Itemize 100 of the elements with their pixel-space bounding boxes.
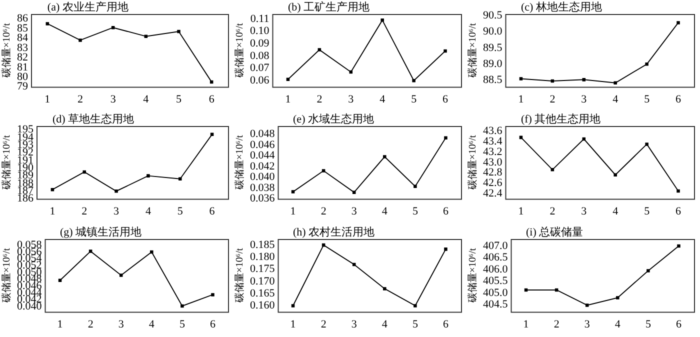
y-tick-label: 0.180 — [250, 250, 276, 263]
x-tick-label: 4 — [145, 206, 152, 218]
point — [444, 49, 447, 53]
x-tick-label: 4 — [148, 318, 155, 330]
x-tick-label: 2 — [550, 206, 556, 218]
y-tick-label: 83 — [17, 42, 28, 54]
y-tick-label: 79 — [17, 80, 28, 93]
chart-title: (e) 水域生态用地 — [293, 112, 374, 126]
x-tick-label: 1 — [44, 93, 50, 106]
point — [352, 191, 356, 194]
point — [524, 288, 528, 292]
point — [677, 244, 680, 248]
point — [444, 136, 448, 140]
x-tick-label: 6 — [209, 206, 216, 218]
point — [322, 243, 326, 246]
y-axis-title: 碳储量×10⁶/t — [0, 247, 13, 304]
y-axis-title: 碳储量×10⁶/t — [234, 247, 246, 304]
x-tick-label: 2 — [316, 93, 322, 106]
y-tick-label: 89.5 — [483, 42, 503, 54]
x-tick-label: 4 — [614, 318, 621, 330]
x-tick-label: 6 — [676, 93, 682, 106]
y-tick-label: 405.0 — [483, 286, 508, 299]
x-tick-label: 5 — [645, 318, 652, 330]
x-tick-label: 1 — [50, 206, 56, 218]
chart-title: (g) 城镇生活用地 — [60, 225, 142, 238]
y-axis-title: 碳储量×10⁶/t — [466, 135, 479, 192]
y-tick-label: 0.06 — [250, 74, 270, 87]
y-axis-title: 碳储量×10⁶/t — [466, 247, 479, 304]
x-tick-label: 3 — [581, 206, 588, 218]
x-tick-label: 1 — [285, 93, 291, 106]
point — [519, 77, 523, 80]
point — [614, 81, 617, 85]
point — [177, 30, 180, 34]
point — [211, 292, 214, 296]
y-tick-label: 85 — [17, 22, 28, 34]
x-tick-label: 5 — [411, 93, 418, 106]
point — [114, 190, 118, 194]
x-tick-label: 4 — [382, 206, 388, 218]
x-tick-label: 3 — [118, 318, 124, 330]
y-tick-label: 0.048 — [250, 128, 276, 140]
y-tick-label: 82 — [17, 52, 28, 64]
x-tick-label: 4 — [380, 93, 386, 106]
x-tick-label: 5 — [644, 93, 650, 106]
x-tick-label: 3 — [114, 206, 120, 218]
x-tick-label: 5 — [412, 318, 418, 330]
y-tick-label: 405.5 — [483, 274, 508, 287]
y-tick-label: 0.044 — [250, 150, 276, 162]
x-tick-label: 6 — [676, 206, 682, 218]
point — [554, 288, 558, 292]
point — [582, 78, 586, 82]
y-tick-label: 81 — [17, 61, 28, 74]
x-tick-label: 1 — [523, 318, 529, 330]
point — [144, 34, 148, 38]
point — [58, 278, 62, 282]
point — [414, 304, 417, 308]
chart-title: (a) 农业生产用地 — [47, 0, 128, 14]
chart-title: (f) 其他生态用地 — [520, 112, 601, 126]
x-tick-label: 3 — [584, 318, 590, 330]
y-tick-label: 90.5 — [483, 10, 503, 22]
x-tick-label: 3 — [351, 206, 358, 218]
x-tick-label: 5 — [644, 206, 650, 218]
y-tick-label: 0.09 — [250, 38, 270, 50]
point — [380, 18, 384, 22]
x-tick-label: 5 — [412, 206, 418, 218]
point — [645, 62, 648, 66]
y-tick-label: 0.175 — [250, 262, 276, 275]
x-tick-label: 3 — [581, 93, 588, 106]
x-tick-label: 1 — [290, 318, 296, 330]
point — [349, 70, 353, 74]
x-tick-label: 2 — [320, 318, 326, 330]
x-tick-label: 4 — [143, 93, 150, 106]
point — [616, 296, 620, 299]
y-axis-title: 碳储量×10⁶/t — [466, 22, 479, 79]
point — [286, 78, 290, 82]
x-tick-label: 6 — [442, 206, 449, 218]
x-tick-label: 2 — [78, 93, 83, 106]
point — [78, 38, 82, 42]
point — [646, 268, 650, 272]
y-tick-label: 407.0 — [483, 240, 508, 252]
point — [550, 168, 554, 172]
x-tick-label: 2 — [550, 93, 556, 106]
y-tick-label: 0.07 — [250, 62, 270, 74]
point — [383, 286, 386, 290]
y-tick-label: 42.8 — [483, 167, 503, 180]
y-tick-label: 43.2 — [483, 146, 502, 158]
x-tick-label: 1 — [290, 206, 296, 218]
point — [614, 174, 617, 177]
x-tick-label: 2 — [88, 318, 94, 330]
point — [645, 142, 648, 146]
x-tick-label: 6 — [210, 318, 216, 330]
x-tick-label: 2 — [82, 206, 88, 218]
chart-title: (d) 草地生态用地 — [52, 112, 134, 126]
y-tick-label: 89.0 — [483, 58, 503, 70]
y-tick-label: 0.046 — [250, 139, 276, 152]
point — [352, 262, 356, 266]
chart-title: (c) 林地生态用地 — [520, 0, 602, 14]
y-tick-label: 0.185 — [250, 238, 276, 251]
y-tick-label: 0.10 — [250, 25, 270, 38]
point — [550, 79, 554, 83]
y-tick-label: 0.160 — [250, 299, 276, 312]
